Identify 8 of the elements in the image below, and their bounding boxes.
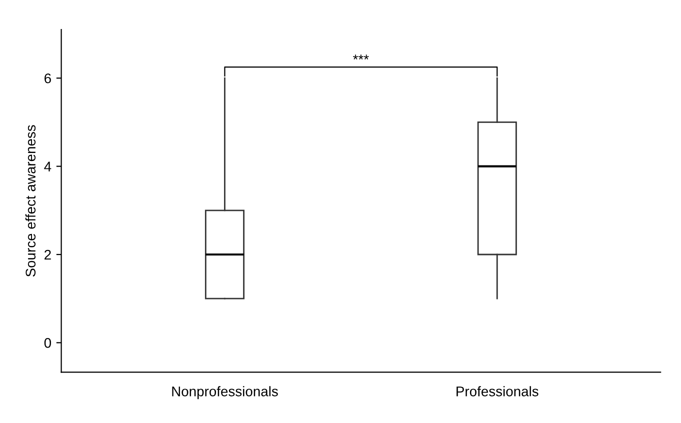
annotation: *** (353, 54, 369, 60)
y-tick-label: 6 (44, 73, 51, 84)
y-tick-label: 2 (44, 250, 51, 260)
y-tick-label: 4 (44, 162, 52, 172)
x-tick-label: Nonprofessionals (172, 386, 278, 400)
y-tick-label: 0 (44, 338, 52, 348)
x-tick-label: Professionals (456, 386, 538, 396)
y-axis-title: Source effect awareness (25, 125, 36, 277)
